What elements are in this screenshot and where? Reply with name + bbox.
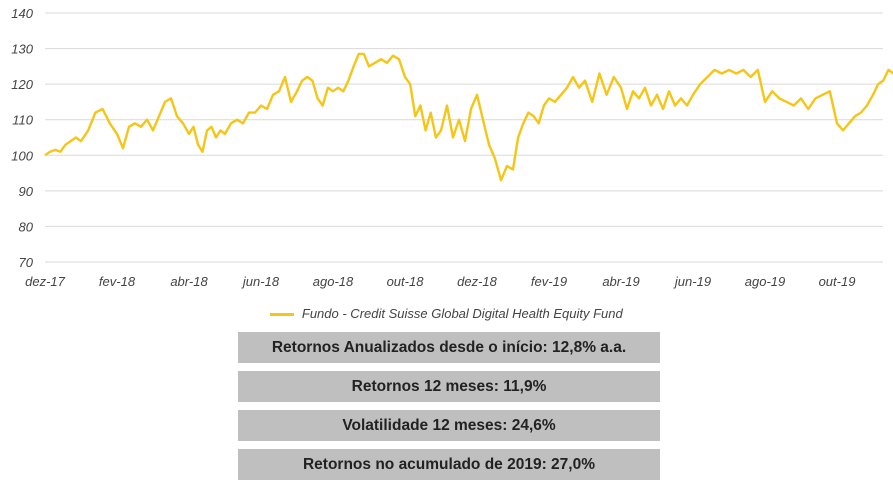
performance-chart: 70 80 90 100 110 120 130 140 dez-17 fev-18 abr-18… bbox=[11, 6, 893, 289]
stat-2019-ytd-returns: Retornos no acumulado de 2019: 27,0% bbox=[238, 449, 660, 480]
stat-annualized-returns: Retornos Anualizados desde o início: 12,… bbox=[238, 332, 660, 363]
x-tick-label: dez-18 bbox=[457, 274, 498, 289]
stat-12-month-returns: Retornos 12 meses: 11,9% bbox=[238, 371, 660, 402]
y-tick-label: 110 bbox=[12, 113, 33, 128]
y-tick-label: 130 bbox=[11, 42, 33, 57]
y-axis-ticks: 70 80 90 100 110 120 130 140 bbox=[11, 6, 33, 270]
series-layer bbox=[44, 52, 893, 182]
x-tick-label: ago-19 bbox=[745, 274, 785, 289]
y-tick-label: 80 bbox=[19, 219, 34, 234]
series-line-fund bbox=[44, 52, 893, 182]
grid-lines bbox=[45, 12, 883, 263]
y-tick-label: 100 bbox=[11, 148, 33, 163]
y-tick-label: 70 bbox=[19, 255, 34, 270]
legend-swatch bbox=[270, 313, 295, 317]
y-tick-label: 140 bbox=[11, 6, 33, 21]
x-tick-label: out-19 bbox=[819, 274, 856, 289]
y-tick-label: 120 bbox=[11, 77, 33, 92]
legend-label: Fundo - Credit Suisse Global Digital Hea… bbox=[301, 306, 623, 321]
x-axis-ticks: dez-17 fev-18 abr-18 jun-18 ago-18 out-18 dez-… bbox=[25, 274, 855, 289]
x-tick-label: jun-18 bbox=[241, 274, 280, 289]
x-tick-label: ago-18 bbox=[313, 274, 354, 289]
stats-panel: Retornos Anualizados desde o início: 12,… bbox=[238, 332, 660, 488]
x-tick-label: fev-19 bbox=[531, 274, 567, 289]
x-tick-label: jun-19 bbox=[673, 274, 711, 289]
stat-12-month-volatility: Volatilidade 12 meses: 24,6% bbox=[238, 410, 660, 441]
x-tick-label: out-18 bbox=[387, 274, 425, 289]
chart-legend: Fundo - Credit Suisse Global Digital Hea… bbox=[0, 306, 893, 321]
x-tick-label: abr-19 bbox=[602, 274, 639, 289]
x-tick-label: fev-18 bbox=[99, 274, 136, 289]
x-tick-label: abr-18 bbox=[170, 274, 208, 289]
y-tick-label: 90 bbox=[19, 184, 34, 199]
x-tick-label: dez-17 bbox=[25, 274, 66, 289]
